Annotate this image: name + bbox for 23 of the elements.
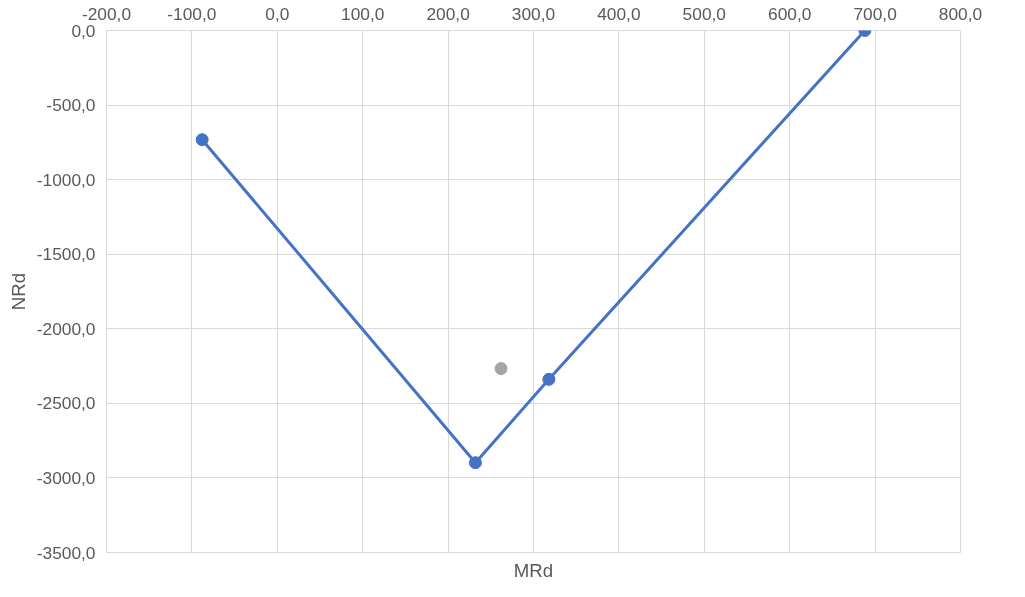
y-tick-label: -2500,0 [36,393,96,414]
x-tick-label: 500,0 [682,3,726,24]
x-tick-label: 0,0 [265,3,290,24]
x-tick-label: 100,0 [341,3,385,24]
point [195,133,209,147]
y-tick-label: -500,0 [46,95,96,116]
x-tick-label: 400,0 [597,3,641,24]
x-axis-title: MRd [513,559,554,581]
x-tick-label: 800,0 [938,3,983,24]
x-tick-label: 300,0 [511,3,556,24]
y-tick-label: -3000,0 [36,467,96,488]
point [468,456,482,470]
y-tick-label: -3500,0 [36,542,96,563]
y-tick-label: -1000,0 [36,169,96,190]
x-tick-label: -100,0 [167,3,217,24]
y-tick-label: -1500,0 [36,244,96,265]
y-axis-title: NRd [7,272,29,311]
x-tick-label: 700,0 [853,3,897,24]
x-tick-label: 600,0 [768,3,812,24]
point [494,362,508,376]
x-tick-label: 200,0 [426,3,470,24]
y-tick-label: -2000,0 [36,318,96,339]
point [542,372,556,386]
